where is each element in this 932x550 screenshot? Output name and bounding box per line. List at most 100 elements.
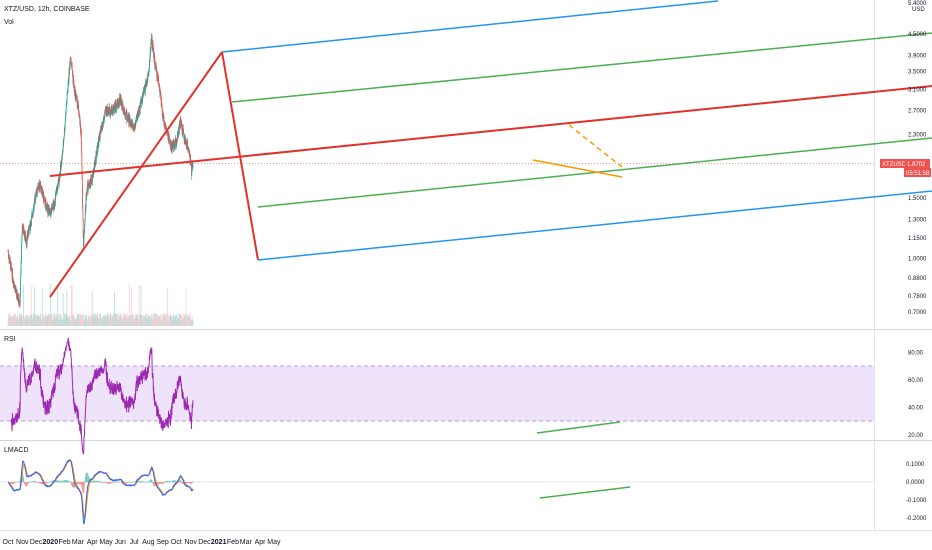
macd-histogram-bar [28,482,30,483]
candle-body [49,208,50,216]
candle-body [8,255,10,258]
candle-body [104,110,106,117]
macd-histogram-bar [151,480,153,483]
candle-body [29,224,31,227]
candle-body [151,34,153,40]
volume-bar [81,314,83,326]
candle-body [173,141,175,148]
candle-body [81,145,82,155]
time-tick-label: Oct [3,539,14,546]
candle-body [147,75,149,77]
candle-body [56,191,57,192]
candle-body [67,86,69,92]
volume-bar [157,313,159,326]
volume-bar [34,286,36,326]
volume-bar [106,315,107,326]
macd-divergence-line [539,486,631,499]
candle-body [178,123,180,133]
candle-body [169,140,171,145]
rsi-line [10,337,194,455]
volume-bar [131,313,133,326]
candle-body [122,104,124,112]
volume-bar [159,316,161,326]
candle-body [62,149,64,153]
candle-body [165,126,167,128]
volume-bar [80,314,82,326]
volume-bar [105,315,107,326]
candle-body [84,212,86,219]
volume-bar [16,316,18,326]
candle-body [78,105,80,113]
price-tick-label: 3.1000 [908,88,927,94]
bar-countdown: 05:51:58 [906,171,930,177]
candle-body [73,82,75,88]
candle-body [92,174,93,182]
volume-bar [68,317,70,326]
candle-body [45,201,47,206]
volume-bar [43,316,45,326]
volume-bar [108,317,109,326]
macd-histogram-bar [29,481,31,483]
volume-bar [128,284,130,326]
time-tick-label: Apr [87,539,99,546]
volume-bar [128,316,130,326]
volume-bar [144,314,146,326]
candle-body [60,164,61,174]
price-tick-label: 2.7000 [908,108,927,114]
candle-body [85,198,87,208]
volume-bar [188,314,190,326]
candle-body [156,66,157,72]
candle-body [83,234,85,245]
price-tick-label: 3.9000 [908,53,927,59]
volume-bar [88,315,89,326]
time-tick-label: Feb [59,539,71,546]
candle-body [144,86,146,93]
volume-bar [53,317,55,326]
pitchfork-upper-green [231,32,932,103]
volume-bars [7,283,194,326]
volume-bar [60,315,62,326]
candle-body [38,186,39,189]
candle-body [107,106,108,114]
candle-body [57,180,59,183]
volume-bar [54,317,56,326]
price-tick-label: 1.0000 [908,257,927,263]
time-tick-label: Apr [255,539,267,546]
price-tick-label: 1.1500 [908,236,927,242]
candle-body [148,70,150,73]
volume-bar [57,314,59,326]
volume-bar [89,316,91,326]
volume-bar [184,314,186,326]
volume-bar [66,289,68,326]
last-price-tag: 1.8702 [907,162,926,168]
volume-bar [121,313,123,326]
time-tick-label: Nov [184,539,197,546]
candle-body [82,185,83,205]
candle-body [70,62,72,64]
candle-body [187,142,189,148]
macd-histogram-bar [23,480,25,483]
macd-histogram-bar [113,482,115,483]
time-tick-label: May [267,539,281,546]
volume-bar [57,285,58,326]
volume-bar [143,316,145,326]
volume-bar [171,316,172,326]
candle-body [31,216,32,226]
volume-bar [49,284,51,326]
wedge-lower-orange [532,159,623,178]
candle-body [119,97,121,104]
candle-body [164,124,166,128]
volume-bar [168,316,170,326]
volume-bar [178,313,180,326]
volume-bar [23,284,24,326]
time-tick-label: Oct [171,539,182,546]
price-candles [7,33,194,308]
volume-bar [34,314,36,326]
candle-body [64,120,66,123]
volume-bar [115,314,117,326]
lmacd-tick-label: 0.0000 [906,480,925,486]
volume-bar [112,317,114,326]
candle-body [71,63,72,67]
volume-bar [136,315,137,326]
